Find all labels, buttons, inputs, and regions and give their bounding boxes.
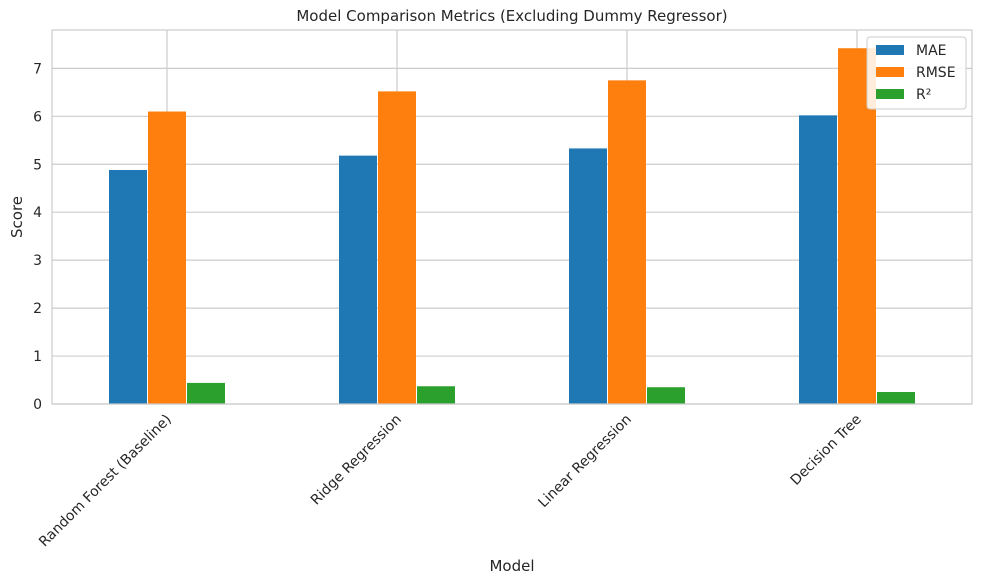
bar-r [417,386,455,404]
legend-label: R² [916,87,931,103]
legend-label: RMSE [916,65,956,81]
bars [109,48,915,404]
y-tick-label: 7 [33,61,42,77]
y-tick-label: 0 [33,397,42,413]
bar-mae [799,115,837,404]
x-axis-label: Model [489,557,534,575]
plot-frame [51,29,973,405]
bar-r [647,387,685,404]
legend: MAE RMSE R² [866,36,967,110]
bar-mae [109,170,147,404]
y-tick-label: 3 [33,253,42,269]
bar-rmse [378,91,416,404]
legend-swatch [876,89,904,99]
legend-label: MAE [916,43,947,59]
bar-rmse [608,80,646,404]
y-axis-label: Score [8,196,26,238]
y-tick-label: 5 [33,157,42,173]
bar-r [877,392,915,404]
y-tick-label: 4 [33,205,42,221]
chart-title: Model Comparison Metrics (Excluding Dumm… [296,7,727,25]
bar-rmse [148,111,186,404]
bar-mae [569,148,607,404]
legend-swatch [876,67,904,77]
y-tick-label: 1 [33,349,42,365]
legend-swatch [876,45,904,55]
y-tick-label: 6 [33,109,42,125]
y-tick-label: 2 [33,301,42,317]
bar-mae [339,155,377,404]
y-tick-labels: 0 1 2 3 4 5 6 7 [33,61,42,413]
bar-r [187,382,225,404]
